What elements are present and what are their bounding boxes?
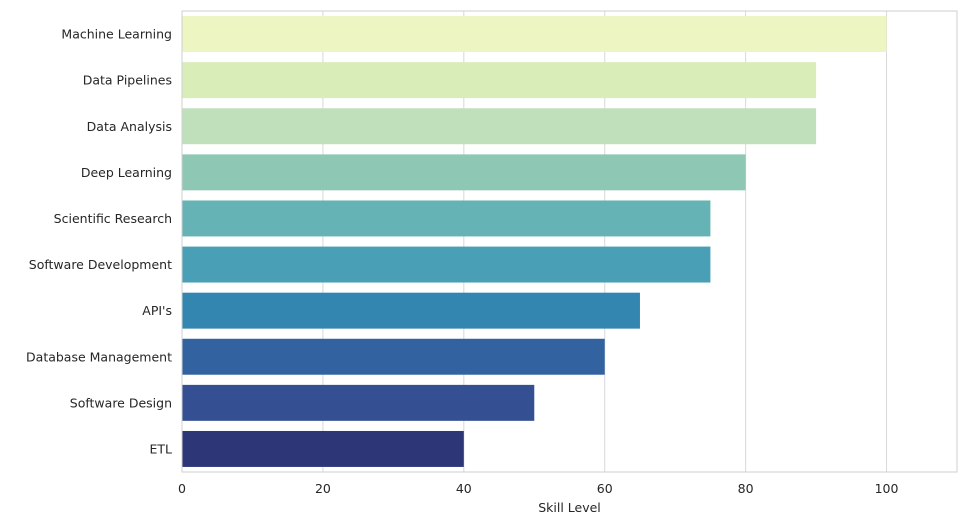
plot-frame xyxy=(181,10,958,473)
x-axis-label: Skill Level xyxy=(538,500,601,515)
category-label: Scientific Research xyxy=(54,211,172,226)
x-tick-label: 60 xyxy=(597,481,613,496)
bars xyxy=(182,16,887,467)
bar xyxy=(182,16,887,53)
category-label: Software Design xyxy=(70,395,172,410)
bar xyxy=(182,154,746,191)
category-label: Data Analysis xyxy=(87,119,172,134)
bar xyxy=(182,292,640,329)
bar xyxy=(182,200,711,237)
bar xyxy=(182,384,535,421)
category-label: Software Development xyxy=(29,257,172,272)
x-tick-label: 40 xyxy=(456,481,472,496)
x-tick-labels: 0 20 40 60 80 100 xyxy=(178,481,898,496)
x-tick-label: 80 xyxy=(738,481,754,496)
category-label: ETL xyxy=(150,441,173,456)
bar xyxy=(182,62,817,99)
x-tick-label: 20 xyxy=(315,481,331,496)
category-labels: Machine Learning Data Pipelines Data Analy… xyxy=(26,27,172,457)
category-label: Deep Learning xyxy=(81,165,172,180)
category-label: Machine Learning xyxy=(61,27,172,42)
category-label: Database Management xyxy=(26,349,172,364)
category-label: Data Pipelines xyxy=(83,73,172,88)
bar xyxy=(182,338,605,375)
bar xyxy=(182,430,464,467)
bar xyxy=(182,246,711,283)
category-label: API's xyxy=(142,303,172,318)
x-tick-label: 0 xyxy=(178,481,186,496)
bar xyxy=(182,108,817,145)
x-tick-label: 100 xyxy=(875,481,899,496)
